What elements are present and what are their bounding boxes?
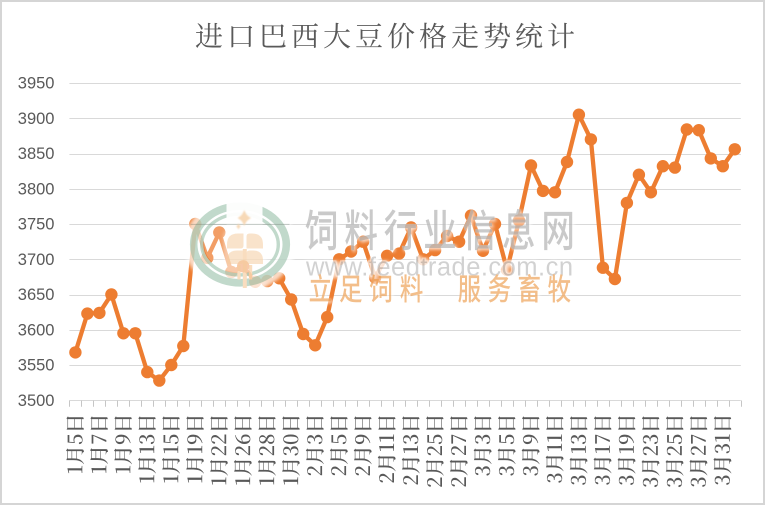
svg-text:3800: 3800 — [18, 180, 55, 198]
svg-text:3750: 3750 — [18, 216, 55, 234]
svg-text:3700: 3700 — [18, 251, 55, 269]
svg-text:3500: 3500 — [18, 392, 55, 410]
svg-text:3600: 3600 — [18, 321, 55, 339]
svg-text:www.feedtrade.com.cn: www.feedtrade.com.cn — [305, 253, 573, 281]
svg-text:3650: 3650 — [18, 286, 55, 304]
svg-text:3850: 3850 — [18, 145, 55, 163]
svg-text:3950: 3950 — [18, 75, 55, 93]
svg-text:3550: 3550 — [18, 357, 55, 375]
svg-text:3900: 3900 — [18, 110, 55, 128]
